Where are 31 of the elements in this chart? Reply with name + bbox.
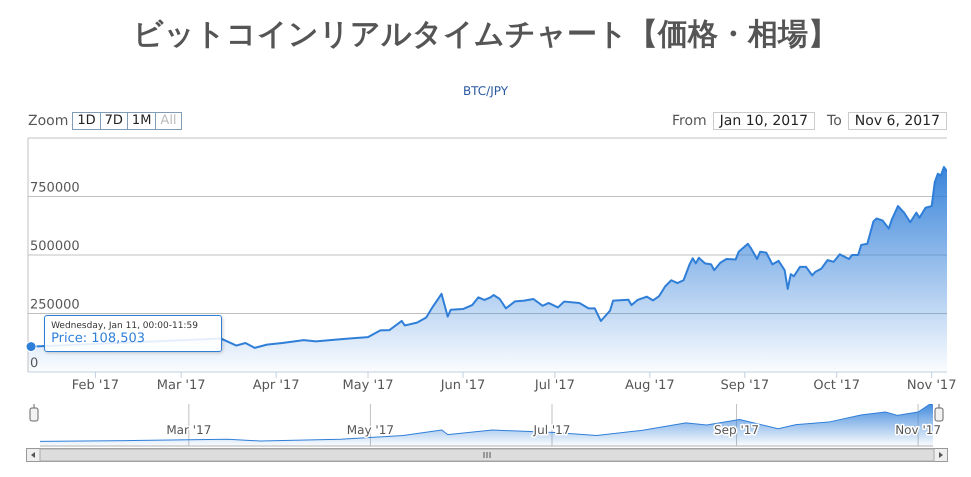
text: To — [827, 113, 842, 129]
x-tick-label: Oct '17 — [813, 378, 860, 394]
x-tick-label: Aug '17 — [625, 378, 675, 394]
date-field: Jan 10, 2017 — [712, 112, 816, 130]
date-field: Nov 6, 2017 — [848, 112, 947, 130]
text: 7D — [104, 113, 123, 128]
x-tick-label: Nov '17 — [895, 423, 942, 437]
y-tick-label: 0 — [30, 356, 38, 371]
text: 1D — [77, 113, 96, 128]
text: From — [672, 113, 707, 129]
x-tick-label: Apr '17 — [252, 378, 300, 394]
x-tick-label: May '17 — [346, 423, 394, 437]
x-tick-label: Jul '17 — [534, 378, 575, 394]
annotation: Price: 108,503 — [51, 330, 146, 346]
text: All — [160, 113, 177, 128]
annotation: Wednesday, Jan 11, 00:00-11:59 — [51, 320, 199, 331]
text: 1M — [132, 113, 152, 128]
y-tick-label: 250000 — [30, 298, 80, 312]
chart-title: ビットコインリアルタイムチャート【価格・相場】 — [132, 16, 839, 54]
x-tick-label: Nov '17 — [906, 378, 956, 394]
x-tick-label: Sep '17 — [714, 423, 760, 437]
x-tick-label: Mar '17 — [166, 423, 212, 437]
x-tick-label: Sep '17 — [720, 378, 770, 394]
text: Zoom — [28, 113, 68, 129]
x-tick-label: Jun '17 — [440, 378, 486, 394]
x-tick-label: Mar '17 — [156, 378, 206, 394]
y-tick-label: 500000 — [30, 239, 80, 254]
chart-subtitle: BTC/JPY — [462, 84, 510, 98]
x-tick-label: Feb '17 — [72, 378, 120, 394]
x-tick-label: May '17 — [342, 378, 394, 394]
y-tick-label: 750000 — [30, 180, 80, 196]
